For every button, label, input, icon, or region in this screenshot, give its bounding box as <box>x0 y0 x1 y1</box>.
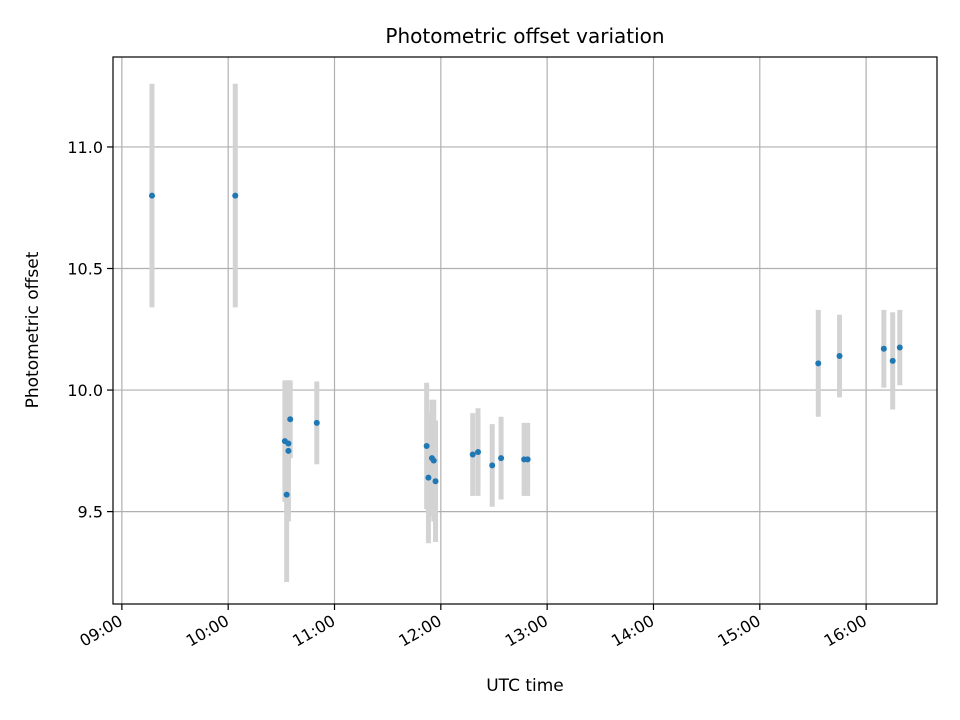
data-point-18 <box>524 456 531 463</box>
data-points <box>148 192 903 498</box>
y-tick-label: 10.0 <box>67 381 103 400</box>
grid <box>113 57 937 604</box>
data-point-23 <box>896 344 903 351</box>
data-point-16 <box>498 455 505 462</box>
data-point-20 <box>836 353 843 360</box>
y-tick-label: 10.5 <box>67 260 103 279</box>
data-point-9 <box>425 474 432 481</box>
y-tick-label: 11.0 <box>67 138 103 157</box>
data-point-7 <box>313 419 320 426</box>
data-point-3 <box>283 491 290 498</box>
plot-frame <box>112 56 938 605</box>
data-point-15 <box>489 462 496 469</box>
chart-title: Photometric offset variation <box>385 24 664 48</box>
data-point-19 <box>815 360 822 367</box>
data-point-12 <box>432 478 439 485</box>
data-point-13 <box>469 451 476 458</box>
data-point-14 <box>475 449 482 456</box>
data-point-21 <box>880 345 887 352</box>
data-point-5 <box>285 440 292 447</box>
data-point-6 <box>287 416 294 423</box>
y-axis-title: Photometric offset <box>23 251 43 408</box>
data-point-0 <box>148 192 155 199</box>
y-axis: 9.5 10.0 10.5 11.0 <box>67 138 113 522</box>
x-axis-title: UTC time <box>486 676 564 696</box>
data-point-8 <box>423 442 430 449</box>
data-point-22 <box>889 357 896 364</box>
y-tick-label: 9.5 <box>78 503 103 522</box>
data-point-4 <box>285 447 292 454</box>
data-point-1 <box>232 192 239 199</box>
data-point-11 <box>430 457 437 464</box>
